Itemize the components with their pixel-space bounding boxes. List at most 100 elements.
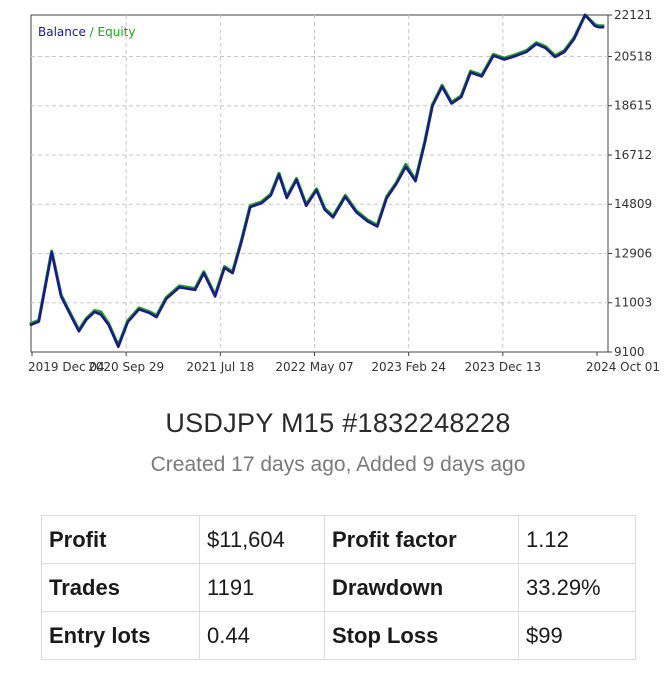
y-tick-label: 11003 (614, 296, 652, 310)
balance-point (503, 58, 506, 61)
balance-point (231, 272, 234, 274)
balance-point (50, 251, 53, 254)
balance-point (332, 216, 334, 219)
chart-canvas: 910011003129061480916712186152051822121 … (28, 8, 660, 374)
balance-point (441, 85, 443, 88)
balance-point (450, 102, 453, 105)
balance-point (270, 194, 272, 197)
balance-point (149, 312, 151, 315)
balance-point (93, 311, 96, 313)
balance-point (117, 346, 120, 348)
stop-loss-value: $99 (518, 611, 636, 660)
strategy-title: USDJPY M15 #1832248228 (165, 408, 511, 438)
balance-point (563, 51, 566, 53)
balance-point (525, 51, 528, 53)
strategy-subtitle: Created 17 days ago, Added 9 days ago (150, 453, 526, 476)
balance-point (100, 313, 102, 316)
stats-row: Profit $11,604 Profit factor 1.12 (41, 515, 636, 564)
balance-point (544, 47, 547, 49)
profit-factor-value: 1.12 (518, 515, 636, 564)
balance-point (594, 25, 596, 27)
stats-table: Profit $11,604 Profit factor 1.12 Trades… (41, 515, 636, 660)
y-tick-label: 18615 (614, 99, 652, 113)
balance-point (584, 14, 586, 16)
profit-factor-label: Profit factor (324, 515, 519, 564)
balance-point (469, 71, 472, 74)
profit-label: Profit (41, 515, 200, 564)
grid-layer (31, 15, 608, 352)
balance-point (366, 220, 369, 223)
balance-point (573, 38, 575, 40)
balance-point (178, 286, 181, 289)
y-tick-layer: 9100 11003 12906 14809 16712 18615 20518 22121 (608, 8, 652, 359)
x-tick-label: 2022 May 07 (275, 360, 353, 374)
stop-loss-label: Stop Loss (324, 611, 519, 660)
entry-lots-value: 0.44 (199, 611, 325, 660)
x-tick-label: 2020 Sep 29 (88, 360, 164, 374)
balance-point (355, 211, 358, 213)
equity-point (405, 163, 407, 166)
legend-balance: Balance (38, 25, 86, 39)
balance-point (165, 298, 167, 300)
balance-point (60, 295, 62, 298)
stats-row: Trades 1191 Drawdown 33.29% (41, 563, 636, 612)
balance-point (376, 225, 379, 228)
balance-point (107, 324, 110, 326)
series-layer (29, 13, 605, 349)
balance-point (385, 197, 388, 199)
balance-point (85, 318, 88, 321)
balance-point (194, 289, 196, 291)
balance-point (535, 43, 538, 45)
equity-point (100, 311, 102, 313)
trades-label: Trades (41, 563, 200, 612)
balance-point (214, 295, 216, 298)
y-tick-label: 22121 (614, 8, 652, 22)
balance-point (602, 26, 604, 29)
balance-point (286, 197, 288, 199)
x-tick-label: 2024 Oct 01 (586, 360, 660, 374)
balance-point (405, 166, 407, 168)
balance-point (66, 308, 69, 311)
x-tick-label: 2021 Jul 18 (186, 360, 254, 374)
y-tick-label: 12906 (614, 246, 652, 260)
balance-point (126, 321, 129, 324)
balance-point (78, 330, 80, 333)
balance-point (305, 205, 308, 207)
chart-legend: Balance / Equity (38, 25, 135, 39)
equity-chart: 9100 11003 12906 14809 16712 18615 20518 22121 … (28, 8, 660, 374)
trades-value: 1191 (199, 563, 325, 612)
balance-point (138, 308, 140, 311)
balance-point (424, 141, 426, 144)
profit-value: $11,604 (199, 515, 325, 564)
plot-frame (30, 14, 609, 353)
balance-point (240, 241, 243, 243)
balance-point (492, 54, 495, 57)
balance-point (278, 173, 280, 176)
balance-point (315, 189, 318, 191)
balance-point (295, 179, 298, 181)
balance-point (414, 180, 417, 182)
balance-point (260, 202, 263, 204)
balance-point (155, 316, 158, 318)
drawdown-label: Drawdown (324, 563, 519, 612)
x-tick-label: 2019 Dec 04 (28, 360, 105, 374)
balance-point (249, 206, 251, 208)
drawdown-value: 33.29% (518, 563, 636, 612)
y-tick-label: 14809 (614, 197, 652, 211)
legend-separator: / (85, 25, 98, 39)
balance-point (38, 320, 40, 323)
y-tick-label: 9100 (614, 345, 645, 359)
balance-point (344, 195, 347, 198)
x-tick-label: 2023 Feb 24 (371, 360, 446, 374)
x-tick-label: 2023 Dec 13 (464, 360, 541, 374)
stats-row: Entry lots 0.44 Stop Loss $99 (41, 611, 636, 660)
balance-point (481, 75, 483, 78)
balance-point (460, 96, 463, 98)
legend-equity: Equity (97, 25, 136, 39)
balance-point (395, 183, 398, 185)
balance-point (223, 267, 226, 269)
balance-point (554, 56, 556, 58)
entry-lots-label: Entry lots (41, 611, 200, 660)
y-tick-label: 16712 (614, 148, 652, 162)
